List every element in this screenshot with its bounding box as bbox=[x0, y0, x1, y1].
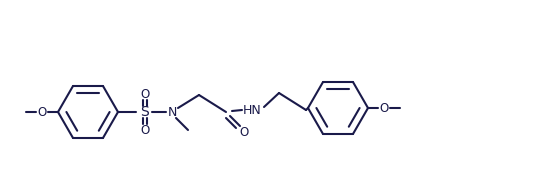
Text: N: N bbox=[167, 105, 177, 118]
Text: O: O bbox=[379, 101, 389, 114]
Text: S: S bbox=[140, 105, 148, 119]
Text: O: O bbox=[239, 125, 249, 138]
Text: O: O bbox=[141, 124, 150, 137]
Text: O: O bbox=[38, 105, 47, 118]
Text: HN: HN bbox=[243, 104, 262, 117]
Text: O: O bbox=[141, 87, 150, 100]
